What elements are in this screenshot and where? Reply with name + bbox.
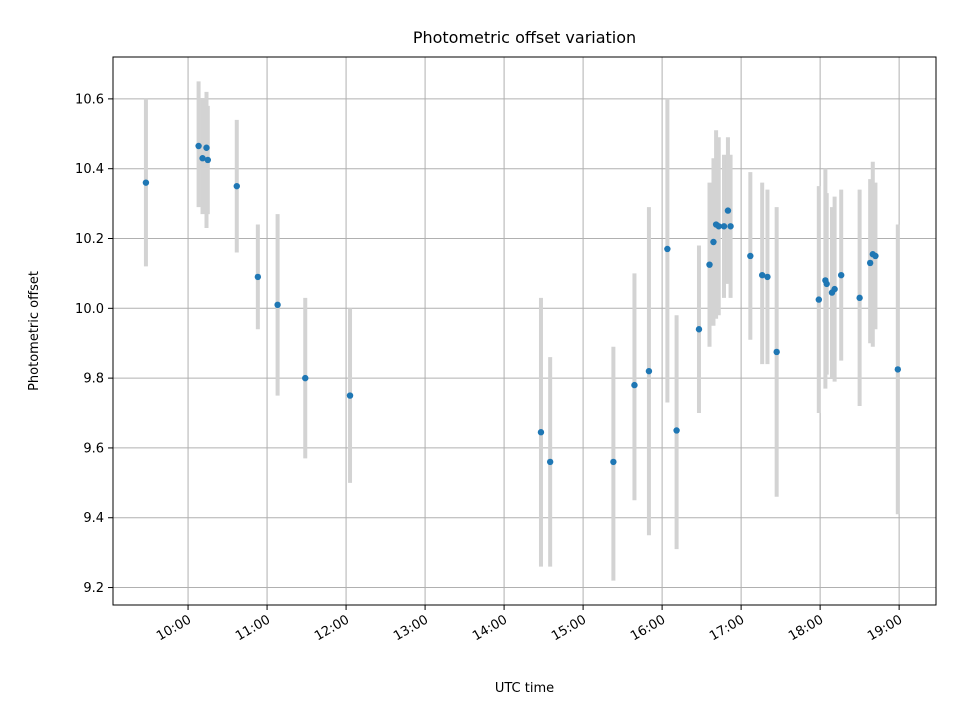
data-point <box>872 252 879 260</box>
x-axis-label: UTC time <box>495 681 554 696</box>
x-tick-label: 18:00 <box>786 612 826 644</box>
x-tick-label: 11:00 <box>233 612 273 644</box>
plot-frame <box>112 56 937 606</box>
data-point <box>758 271 766 279</box>
grid-lines <box>113 57 936 605</box>
data-point <box>747 252 754 260</box>
data-point <box>866 259 874 267</box>
data-point <box>815 296 823 303</box>
data-point <box>831 285 838 293</box>
y-axis-ticks: 9.2 9.4 9.6 9.8 10.0 10.2 10.4 10.6 <box>75 92 113 596</box>
x-tick-label: 13:00 <box>391 612 431 644</box>
data-point <box>537 429 545 436</box>
data-point <box>645 367 653 375</box>
data-point <box>894 366 902 373</box>
x-tick-label: 17:00 <box>707 612 747 644</box>
data-point <box>199 155 206 162</box>
data-point <box>715 223 722 230</box>
data-point <box>610 458 617 466</box>
y-axis-label: Photometric offset <box>27 271 42 391</box>
data-point <box>710 238 717 246</box>
data-point <box>664 245 671 253</box>
data-point <box>346 392 354 399</box>
data-point <box>302 374 309 382</box>
data-point <box>727 223 734 230</box>
y-tick-label: 9.4 <box>83 511 104 526</box>
data-point <box>856 294 863 302</box>
data-point <box>673 427 680 434</box>
y-tick-label: 9.6 <box>83 441 104 456</box>
x-axis-ticks: 10:00 11:00 12:00 13:00 14:00 15:00 16:00 17:00… <box>154 605 905 644</box>
y-tick-label: 9.8 <box>83 372 104 387</box>
x-tick-label: 19:00 <box>865 612 905 644</box>
y-tick-label: 10.2 <box>75 232 104 247</box>
data-point <box>204 156 212 164</box>
data-point <box>195 142 202 150</box>
x-tick-label: 12:00 <box>312 612 352 644</box>
data-point <box>274 301 281 309</box>
data-point <box>823 280 830 288</box>
data-point <box>706 261 713 268</box>
data-point <box>631 381 638 389</box>
y-tick-label: 9.2 <box>83 581 104 596</box>
data-point <box>142 179 150 186</box>
data-point <box>773 348 780 356</box>
data-point <box>720 223 728 230</box>
data-point <box>254 273 262 281</box>
data-point <box>724 207 732 214</box>
y-tick-label: 10.4 <box>75 162 104 177</box>
data-point <box>764 273 771 281</box>
x-tick-label: 15:00 <box>549 612 589 644</box>
data-point <box>546 458 554 466</box>
y-tick-label: 10.0 <box>75 302 104 317</box>
y-tick-label: 10.6 <box>75 92 104 107</box>
error-bars <box>143 81 900 581</box>
data-point <box>837 271 845 279</box>
data-point <box>203 144 210 151</box>
data-point <box>233 182 240 190</box>
data-points <box>142 142 902 466</box>
data-point <box>695 326 703 333</box>
chart-title: Photometric offset variation <box>413 28 636 47</box>
x-tick-label: 16:00 <box>628 612 668 644</box>
x-tick-label: 10:00 <box>154 612 194 644</box>
x-tick-label: 14:00 <box>470 612 510 644</box>
